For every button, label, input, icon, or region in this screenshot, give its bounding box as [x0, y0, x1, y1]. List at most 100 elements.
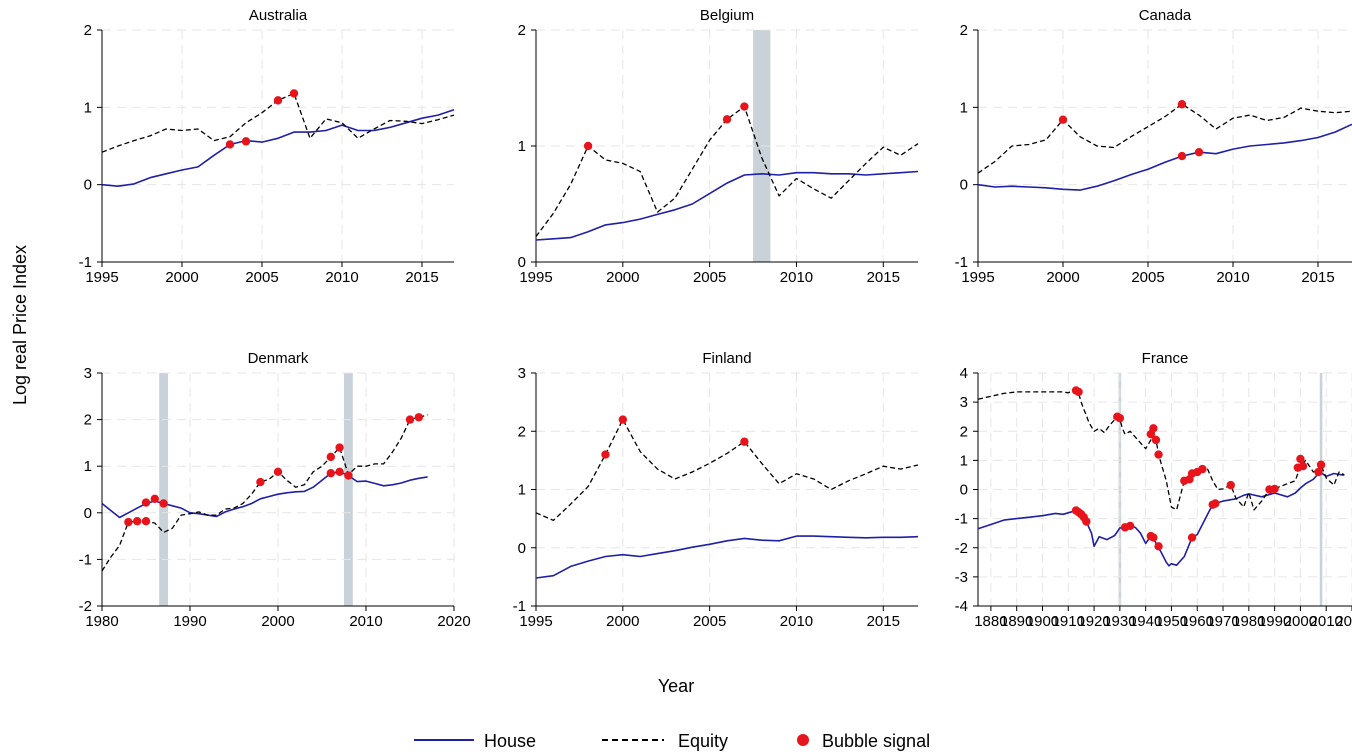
bubble-signal-point — [1177, 151, 1187, 161]
bubble-signal-point — [344, 471, 353, 480]
x-tick-label: 1970 — [1206, 613, 1239, 630]
legend: House Equity Bubble signal — [414, 731, 930, 751]
y-tick-label: 1 — [518, 482, 526, 499]
x-tick-label: 2010 — [1310, 613, 1343, 630]
x-tick-label: 2010 — [1216, 269, 1249, 286]
y-tick-label: 1 — [960, 99, 968, 116]
x-tick-label: 1995 — [519, 613, 552, 630]
x-tick-label: 1900 — [1026, 613, 1059, 630]
x-tick-label: 1910 — [1052, 613, 1085, 630]
legend-equity-label: Equity — [678, 731, 728, 751]
panel-denmark: -2 -1 0 1 2 3 1980 1990 2000 2010 2020 Denmark — [79, 350, 471, 630]
bubble-signal-point — [150, 494, 159, 504]
bubble-signal-point — [1149, 424, 1158, 433]
y-tick-label: 2 — [518, 22, 526, 39]
bubble-signal-point — [326, 468, 335, 478]
bubble-signal-point — [326, 452, 335, 462]
x-tick-label: 2015 — [867, 269, 900, 286]
x-tick-label: 2010 — [349, 613, 382, 630]
bubble-signal-point — [1314, 467, 1323, 477]
y-tick-label: 0 — [960, 177, 968, 194]
house-line — [535, 170, 919, 241]
bubble-signal-point — [159, 499, 168, 508]
bubble-signal-point — [1316, 460, 1326, 469]
crisis-shade — [344, 373, 353, 606]
x-tick-label: 1930 — [1103, 613, 1136, 630]
x-tick-label: 2010 — [780, 269, 813, 286]
y-tick-label: 2 — [84, 22, 92, 39]
x-tick-label: 1995 — [85, 269, 118, 286]
y-tick-label: 2 — [960, 423, 968, 440]
x-tick-label: 1980 — [85, 613, 118, 630]
y-tick-label: 2 — [960, 22, 968, 39]
x-tick-label: 1960 — [1181, 613, 1214, 630]
bubble-signal-point — [1151, 435, 1161, 445]
y-tick-label: 2 — [518, 423, 526, 440]
bubble-signal-point — [225, 140, 235, 149]
equity-line — [535, 418, 919, 522]
panel-title: Australia — [249, 7, 308, 24]
bubble-signal-point — [1074, 387, 1083, 397]
bubble-signal-point — [141, 498, 151, 507]
bubble-signal-point — [1154, 542, 1163, 551]
equity-line — [977, 103, 1352, 174]
panel-title: Denmark — [248, 350, 309, 367]
x-tick-label: 2015 — [867, 613, 900, 630]
x-tick-label: 2000 — [1046, 269, 1079, 286]
crisis-shade — [159, 373, 168, 606]
y-tick-label: 3 — [84, 365, 92, 382]
x-tick-label: 1995 — [961, 269, 994, 286]
y-tick-label: -1 — [79, 254, 92, 271]
bubble-signal-point — [601, 450, 610, 459]
x-tick-label: 1950 — [1155, 613, 1188, 630]
bubble-signal-point — [335, 467, 344, 476]
y-tick-label: 0 — [518, 540, 526, 557]
y-tick-label: 0 — [518, 254, 526, 271]
bubble-signal-point — [1187, 533, 1197, 542]
x-tick-label: 2015 — [1301, 269, 1334, 286]
bubble-signal-point — [722, 115, 732, 124]
x-tick-label: 1940 — [1129, 613, 1162, 630]
bubble-signal-point — [289, 89, 299, 98]
equity-line — [101, 414, 428, 572]
equity-line — [977, 389, 1345, 511]
panel-title: Canada — [1139, 7, 1192, 24]
bubble-signal-point — [133, 516, 142, 526]
panel-australia: -1 0 1 2 1995 2000 2005 2010 2015 Australia — [79, 7, 455, 286]
x-tick-label: 2000 — [606, 613, 639, 630]
panel-title: Belgium — [700, 7, 754, 24]
y-tick-label: -1 — [79, 551, 92, 568]
panel-finland: -1 0 1 2 3 1995 2000 2005 2010 2015 Finland — [513, 350, 919, 630]
y-tick-label: 4 — [960, 365, 968, 382]
bubble-signal-point — [1149, 533, 1158, 542]
y-tick-label: 3 — [518, 365, 526, 382]
y-tick-label: 0 — [960, 482, 968, 499]
x-tick-label: 2000 — [1284, 613, 1317, 630]
x-tick-label: 1995 — [519, 269, 552, 286]
x-tick-label: 1920 — [1077, 613, 1110, 630]
crisis-shade — [1319, 373, 1323, 606]
bubble-signal-point — [256, 477, 265, 487]
panel-title: Finland — [702, 350, 751, 367]
x-axis-title: Year — [658, 676, 694, 696]
house-line — [977, 471, 1345, 567]
bubble-signal-point — [740, 102, 749, 111]
x-tick-label: 1880 — [974, 613, 1007, 630]
y-tick-label: -3 — [955, 569, 968, 586]
bubble-signal-point — [1058, 115, 1068, 124]
y-tick-label: 0 — [84, 505, 92, 522]
bubble-signal-point — [1177, 100, 1187, 109]
x-tick-label: 1980 — [1232, 613, 1265, 630]
x-tick-label: 1990 — [1258, 613, 1291, 630]
bubble-signal-point — [1194, 147, 1204, 157]
bubble-signal-point — [414, 413, 423, 422]
y-tick-label: -2 — [79, 598, 92, 615]
y-tick-label: -1 — [955, 511, 968, 528]
y-tick-label: 2 — [84, 412, 92, 429]
x-tick-label: 2000 — [606, 269, 639, 286]
x-tick-label: 2020 — [437, 613, 470, 630]
x-tick-label: 2005 — [245, 269, 278, 286]
bubble-signal-point — [1296, 454, 1305, 464]
bubble-signal-point — [583, 141, 593, 151]
